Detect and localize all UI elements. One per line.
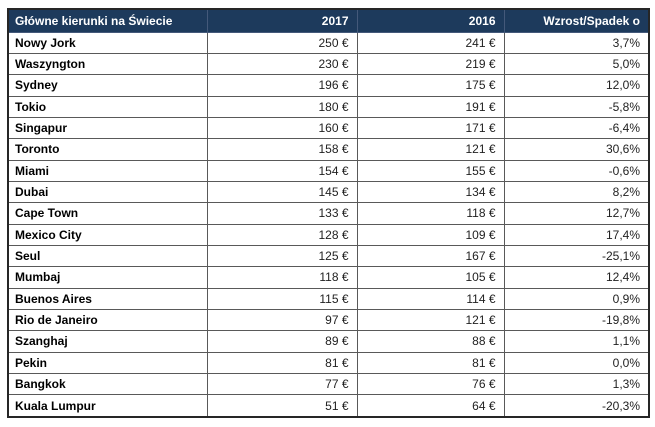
table-row: Bangkok 77 € 76 € 1,3% [7, 372, 650, 396]
change-cell: 1,3% [503, 372, 650, 396]
price-2017-cell: 158 € [206, 138, 358, 161]
price-2016-cell: 134 € [356, 180, 505, 204]
destination-cell: Seul [7, 244, 208, 268]
price-2017-cell: 230 € [206, 52, 358, 76]
destination-cell: Tokio [7, 95, 208, 118]
table-row: Pekin 81 € 81 € 0,0% [7, 351, 650, 375]
price-2016-cell: 76 € [356, 372, 505, 396]
price-2017-cell: 77 € [206, 372, 358, 396]
price-2016-cell: 219 € [356, 52, 505, 76]
destination-cell: Toronto [7, 138, 208, 161]
table-row: Kuala Lumpur 51 € 64 € -20,3% [7, 394, 650, 418]
destination-cell: Singapur [7, 116, 208, 140]
table-row: Dubai 145 € 134 € 8,2% [7, 180, 650, 204]
change-cell: 3,7% [503, 31, 650, 54]
table-row: Szanghaj 89 € 88 € 1,1% [7, 330, 650, 353]
table-row: Sydney 196 € 175 € 12,0% [7, 74, 650, 97]
destination-cell: Sydney [7, 74, 208, 97]
price-2017-cell: 97 € [206, 308, 358, 332]
destination-cell: Mumbaj [7, 266, 208, 289]
price-2017-cell: 250 € [206, 31, 358, 54]
destination-cell: Buenos Aires [7, 287, 208, 310]
price-2016-cell: 64 € [356, 394, 505, 418]
price-2017-cell: 180 € [206, 95, 358, 118]
price-2017-cell: 81 € [206, 351, 358, 375]
change-cell: 30,6% [503, 138, 650, 161]
price-2016-cell: 109 € [356, 223, 505, 246]
destination-cell: Pekin [7, 351, 208, 375]
table-row: Singapur 160 € 171 € -6,4% [7, 116, 650, 140]
change-cell: 1,1% [503, 330, 650, 353]
price-2017-cell: 128 € [206, 223, 358, 246]
table-row: Rio de Janeiro 97 € 121 € -19,8% [7, 308, 650, 332]
price-2016-cell: 81 € [356, 351, 505, 375]
price-2016-cell: 118 € [356, 202, 505, 225]
price-2017-cell: 145 € [206, 180, 358, 204]
change-cell: 0,9% [503, 287, 650, 310]
change-cell: 12,4% [503, 266, 650, 289]
price-2016-cell: 171 € [356, 116, 505, 140]
destination-cell: Cape Town [7, 202, 208, 225]
table-row: Toronto 158 € 121 € 30,6% [7, 138, 650, 161]
change-cell: 0,0% [503, 351, 650, 375]
price-2017-cell: 160 € [206, 116, 358, 140]
table-row: Tokio 180 € 191 € -5,8% [7, 95, 650, 118]
destination-cell: Waszyngton [7, 52, 208, 76]
price-2016-cell: 241 € [356, 31, 505, 54]
change-cell: -25,1% [503, 244, 650, 268]
price-2017-cell: 133 € [206, 202, 358, 225]
destination-cell: Bangkok [7, 372, 208, 396]
price-2017-cell: 89 € [206, 330, 358, 353]
change-cell: 17,4% [503, 223, 650, 246]
change-cell: 5,0% [503, 52, 650, 76]
table-row: Seul 125 € 167 € -25,1% [7, 244, 650, 268]
price-2017-cell: 118 € [206, 266, 358, 289]
price-2017-cell: 125 € [206, 244, 358, 268]
change-cell: -5,8% [503, 95, 650, 118]
price-2016-cell: 167 € [356, 244, 505, 268]
price-2016-cell: 155 € [356, 159, 505, 182]
price-2017-cell: 115 € [206, 287, 358, 310]
change-cell: 12,0% [503, 74, 650, 97]
header-year-2017: 2017 [206, 8, 358, 33]
change-cell: 12,7% [503, 202, 650, 225]
change-cell: -20,3% [503, 394, 650, 418]
table-row: Cape Town 133 € 118 € 12,7% [7, 202, 650, 225]
table-row: Buenos Aires 115 € 114 € 0,9% [7, 287, 650, 310]
price-2016-cell: 121 € [356, 308, 505, 332]
destinations-price-table: Główne kierunki na Świecie 2017 2016 Wzr… [7, 8, 650, 418]
table-row: Mumbaj 118 € 105 € 12,4% [7, 266, 650, 289]
change-cell: -19,8% [503, 308, 650, 332]
price-2016-cell: 114 € [356, 287, 505, 310]
price-2016-cell: 105 € [356, 266, 505, 289]
price-2016-cell: 121 € [356, 138, 505, 161]
price-2016-cell: 88 € [356, 330, 505, 353]
table-row: Mexico City 128 € 109 € 17,4% [7, 223, 650, 246]
price-2016-cell: 191 € [356, 95, 505, 118]
destination-cell: Nowy Jork [7, 31, 208, 54]
destination-cell: Miami [7, 159, 208, 182]
destination-cell: Szanghaj [7, 330, 208, 353]
change-cell: -0,6% [503, 159, 650, 182]
table-header-row: Główne kierunki na Świecie 2017 2016 Wzr… [7, 8, 650, 33]
price-2017-cell: 154 € [206, 159, 358, 182]
header-destination: Główne kierunki na Świecie [7, 8, 208, 33]
destination-cell: Mexico City [7, 223, 208, 246]
destination-cell: Rio de Janeiro [7, 308, 208, 332]
table-row: Waszyngton 230 € 219 € 5,0% [7, 52, 650, 76]
header-change: Wzrost/Spadek o [503, 8, 650, 33]
table-body: Nowy Jork 250 € 241 € 3,7% Waszyngton 23… [7, 31, 650, 418]
table-row: Nowy Jork 250 € 241 € 3,7% [7, 31, 650, 54]
header-year-2016: 2016 [356, 8, 505, 33]
destination-cell: Kuala Lumpur [7, 394, 208, 418]
change-cell: 8,2% [503, 180, 650, 204]
price-2017-cell: 196 € [206, 74, 358, 97]
destination-cell: Dubai [7, 180, 208, 204]
price-2016-cell: 175 € [356, 74, 505, 97]
price-2017-cell: 51 € [206, 394, 358, 418]
table-row: Miami 154 € 155 € -0,6% [7, 159, 650, 182]
change-cell: -6,4% [503, 116, 650, 140]
